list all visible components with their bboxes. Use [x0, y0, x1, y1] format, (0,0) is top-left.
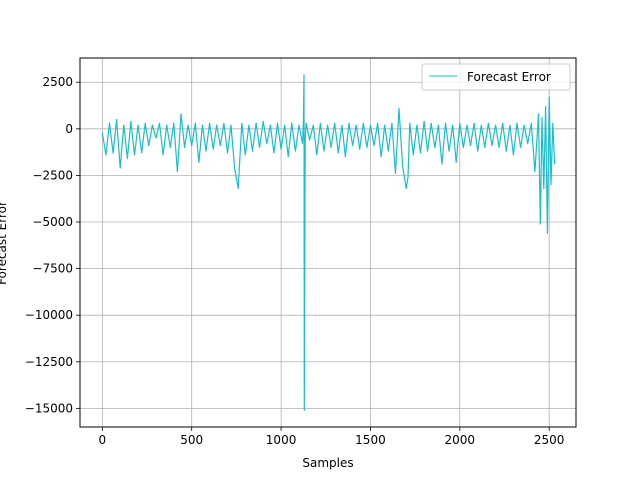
legend-box: [421, 63, 571, 91]
y-tick-label: −12500: [25, 355, 73, 369]
x-tick-label: 0: [99, 433, 107, 447]
series-lines: [101, 74, 556, 411]
legend: Forecast Error: [421, 63, 571, 91]
y-tick-label: −15000: [25, 401, 73, 415]
x-tick-label: 1000: [266, 433, 297, 447]
y-tick-label: −5000: [32, 215, 73, 229]
plot-area-frame: [79, 57, 577, 428]
x-tick-label: 500: [180, 433, 203, 447]
x-tick-label: 2500: [534, 433, 565, 447]
legend-label: Forecast Error: [467, 70, 551, 84]
y-tick-label: −10000: [25, 308, 73, 322]
y-tick-label: −7500: [32, 262, 73, 276]
x-tick-label: 2000: [445, 433, 476, 447]
grid-lines: [80, 58, 576, 427]
x-tick-label: 1500: [355, 433, 386, 447]
y-tick-label: −2500: [32, 168, 73, 182]
y-tick-label: 2500: [42, 75, 73, 89]
x-axis-label: Samples: [302, 456, 353, 470]
axis-ticks: 0 500 1000 1500 2000 2500 2500 0 −2500 −5000 −7500…: [25, 75, 565, 447]
series-line-0: [101, 74, 556, 411]
y-axis-label: Forecast Error: [0, 201, 9, 285]
y-tick-label: 0: [65, 122, 73, 136]
